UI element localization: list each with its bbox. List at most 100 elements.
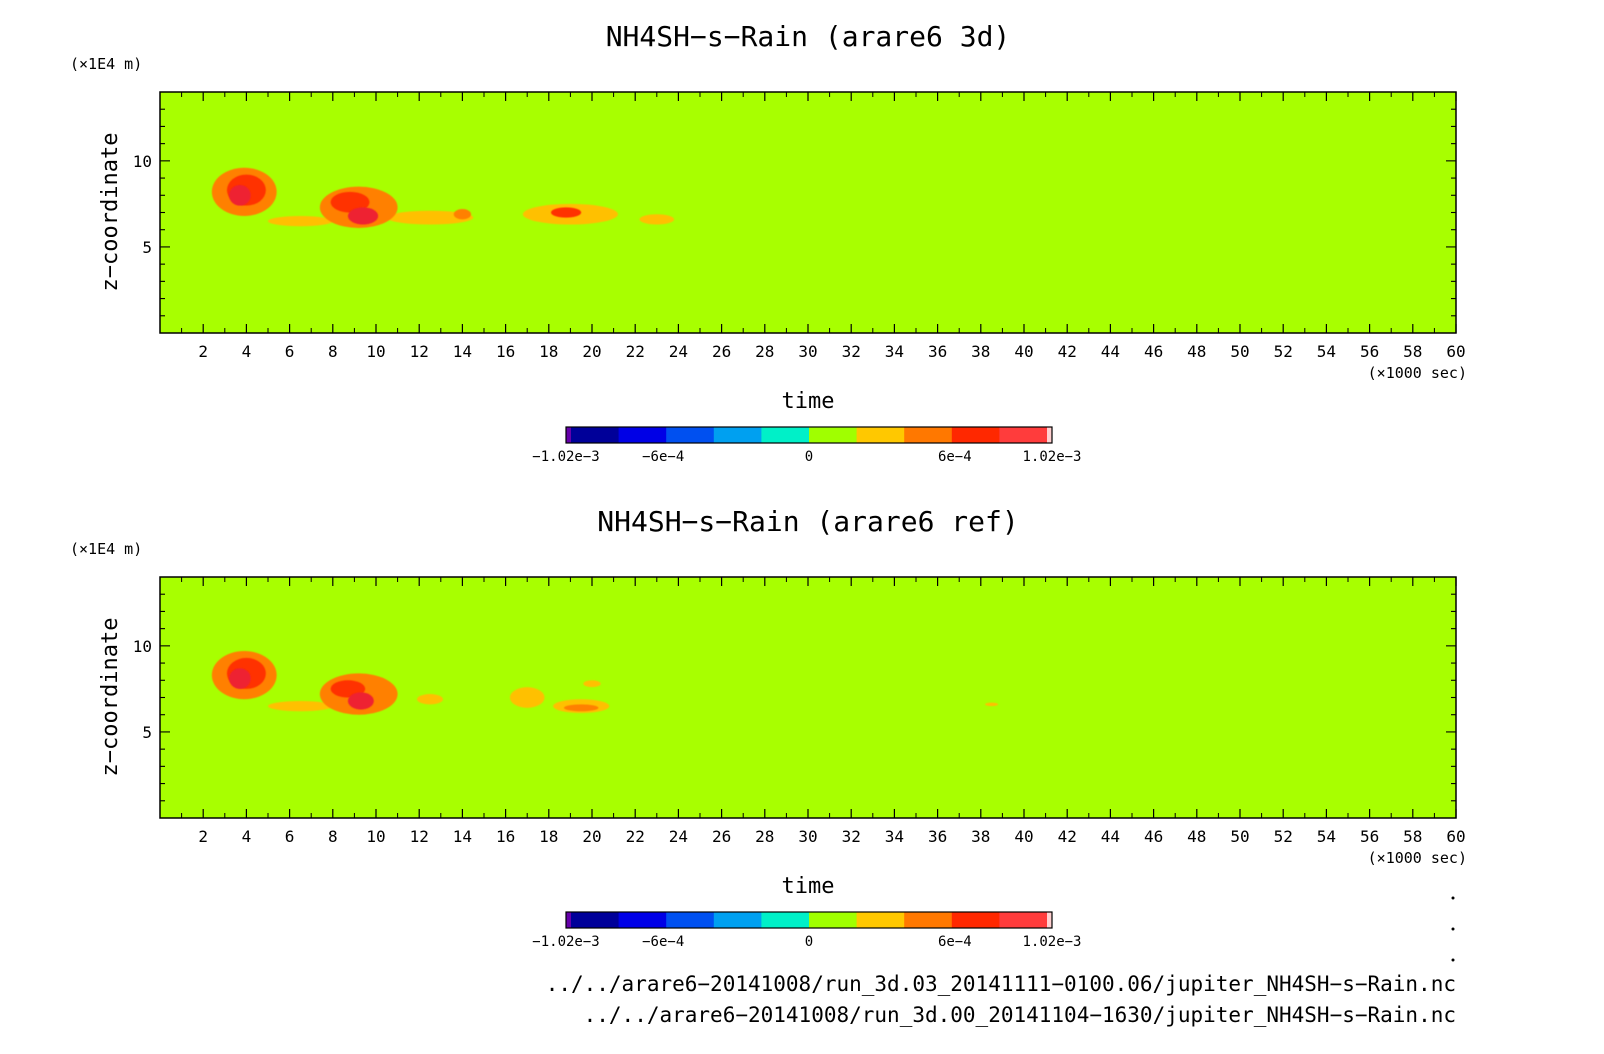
colorbar-cell <box>1047 427 1052 443</box>
contour-region <box>583 680 601 688</box>
colorbar-cell <box>618 427 667 443</box>
marker-dot <box>1451 896 1455 900</box>
x-tick-label: 18 <box>539 827 558 846</box>
x-tick-label: 36 <box>928 827 947 846</box>
marker-dot <box>1451 927 1455 931</box>
contour-field <box>211 167 675 228</box>
x-tick-label: 32 <box>842 342 861 361</box>
marker-dot <box>1451 958 1455 962</box>
colorbar: −1.02e−3 −6e−4 0 6e−4 1.02e−3 <box>532 911 1082 950</box>
x-tick-label: 14 <box>453 342 472 361</box>
colorbar-cell <box>904 912 953 928</box>
x-tick-label: 2 <box>198 342 208 361</box>
x-axis-ticks: 2 4 6 8 10 12 14 16 18 20 22 24 26 28 30 32 34 36 38 40 42 44… <box>181 92 1466 361</box>
x-tick-label: 20 <box>582 342 601 361</box>
colorbar-label: 6e−4 <box>938 449 972 465</box>
colorbar-cell <box>713 912 762 928</box>
colorbar-label: 1.02e−3 <box>1022 934 1081 950</box>
colorbar-frame <box>565 426 1053 444</box>
panel-title: NH4SH−s−Rain (arare6 3d) <box>606 20 1011 53</box>
x-tick-label: 44 <box>1101 342 1120 361</box>
colorbar-label: 6e−4 <box>938 934 972 950</box>
x-tick-label: 22 <box>626 342 645 361</box>
colorbar-cell <box>951 912 1000 928</box>
colorbar-frame <box>565 911 1053 929</box>
colorbar-label: −6e−4 <box>642 449 684 465</box>
contour-region <box>417 694 443 705</box>
panel-top: NH4SH−s−Rain (arare6 3d) (×1E4 m) 2 4 6 8 10… <box>70 20 1467 465</box>
colorbar-cell <box>999 427 1048 443</box>
x-tick-label: 42 <box>1058 827 1077 846</box>
panel-title: NH4SH−s−Rain (arare6 ref) <box>597 505 1018 538</box>
colorbar-cell <box>856 427 905 443</box>
contour-region <box>347 207 379 225</box>
x-unit-label: (×1000 sec) <box>1368 364 1467 382</box>
contour-region <box>453 209 472 220</box>
x-tick-label: 44 <box>1101 827 1120 846</box>
x-tick-label: 26 <box>712 827 731 846</box>
contour-region <box>639 214 675 225</box>
colorbar-cell <box>951 427 1000 443</box>
colorbar-cell <box>761 427 810 443</box>
x-tick-label: 30 <box>798 827 817 846</box>
colorbar-cell <box>761 912 810 928</box>
x-tick-label: 20 <box>582 827 601 846</box>
x-tick-label: 10 <box>366 827 385 846</box>
y-axis-label: z−coordinate <box>98 133 123 292</box>
x-tick-label: 24 <box>669 827 688 846</box>
colorbar-label: −1.02e−3 <box>532 449 599 465</box>
x-tick-label: 4 <box>242 827 252 846</box>
colorbar-cell <box>566 427 571 443</box>
contour-region <box>550 207 582 218</box>
x-tick-label: 8 <box>328 342 338 361</box>
x-tick-label: 2 <box>198 827 208 846</box>
x-axis-label: time <box>782 874 835 899</box>
contour-region <box>229 184 251 206</box>
x-tick-label: 34 <box>885 342 904 361</box>
colorbar-cell <box>571 427 620 443</box>
x-tick-label: 58 <box>1403 342 1422 361</box>
contour-region <box>563 704 599 712</box>
y-unit-label: (×1E4 m) <box>70 55 142 73</box>
y-tick-label: 10 <box>133 152 152 171</box>
x-tick-label: 46 <box>1144 342 1163 361</box>
x-tick-label: 48 <box>1187 342 1206 361</box>
y-tick-label: 5 <box>142 723 152 742</box>
x-tick-label: 54 <box>1317 342 1336 361</box>
colorbar-cell <box>666 912 715 928</box>
colorbar-cell <box>1047 912 1052 928</box>
x-tick-label: 54 <box>1317 827 1336 846</box>
x-tick-label: 14 <box>453 827 472 846</box>
contour-region <box>330 191 370 213</box>
x-tick-label: 6 <box>285 342 295 361</box>
x-tick-label: 56 <box>1360 342 1379 361</box>
x-tick-label: 4 <box>242 342 252 361</box>
x-axis-ticks: 2 4 6 8 10 12 14 16 18 20 22 24 26 28 30 32 34 36 38 40 42 44… <box>181 577 1466 846</box>
x-tick-label: 46 <box>1144 827 1163 846</box>
x-tick-label: 50 <box>1230 342 1249 361</box>
x-tick-label: 30 <box>798 342 817 361</box>
x-tick-label: 26 <box>712 342 731 361</box>
file-path-1: ../../arare6−20141008/run_3d.03_20141111… <box>546 972 1456 996</box>
colorbar-cell <box>713 427 762 443</box>
colorbar-label: 0 <box>805 934 813 950</box>
colorbar-cell <box>566 912 571 928</box>
contour-region <box>386 210 474 225</box>
x-tick-label: 10 <box>366 342 385 361</box>
colorbar-cell <box>571 912 620 928</box>
contour-field <box>211 651 999 715</box>
y-unit-label: (×1E4 m) <box>70 540 142 558</box>
file-path-2: ../../arare6−20141008/run_3d.00_20141104… <box>584 1003 1456 1027</box>
x-tick-label: 52 <box>1274 827 1293 846</box>
x-tick-label: 50 <box>1230 827 1249 846</box>
colorbar-cell <box>856 912 905 928</box>
x-unit-label: (×1000 sec) <box>1368 849 1467 867</box>
x-tick-label: 18 <box>539 342 558 361</box>
x-tick-label: 12 <box>410 342 429 361</box>
contour-region <box>509 687 545 708</box>
contour-region <box>347 692 374 710</box>
y-axis-ticks: 5 10 <box>133 593 1456 802</box>
contour-region <box>268 700 333 712</box>
colorbar-cell <box>666 427 715 443</box>
